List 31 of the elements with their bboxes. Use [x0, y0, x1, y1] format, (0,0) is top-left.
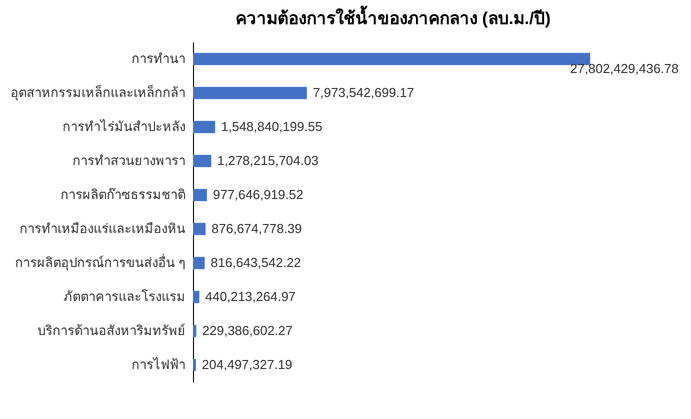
y-tick-label: อุตสาหกรรมเหล็กและเหล็กกล้า [10, 83, 186, 101]
data-label: 204,497,327.19 [202, 357, 292, 372]
bar [193, 290, 200, 304]
data-label: 876,674,778.39 [212, 221, 302, 236]
data-label: 977,646,919.52 [212, 187, 304, 202]
data-label: 1,548,840,199.55 [221, 119, 322, 134]
bar [193, 324, 196, 338]
bar [193, 358, 196, 372]
y-tick-label: การทำสวนยางพารา [72, 153, 186, 168]
y-tick-label: การทำเหมืองแร่และเหมืองหิน [20, 221, 186, 236]
bar [193, 188, 207, 202]
data-label: 440,213,264.97 [205, 289, 296, 304]
bar [193, 222, 206, 236]
y-tick-label: การทำนา [132, 51, 186, 66]
data-label: 816,643,542.22 [210, 255, 302, 270]
bar [193, 120, 216, 134]
data-label: 229,386,602.27 [202, 323, 293, 338]
bar [193, 154, 212, 168]
y-tick-label: การไฟฟ้า [132, 357, 186, 372]
y-tick-label: การผลิตอุปกรณ์การขนส่งอื่น ๆ [14, 254, 186, 271]
data-label: 1,278,215,704.03 [217, 153, 318, 168]
data-label: 27,802,429,436.78 [570, 61, 679, 76]
y-tick-label: การผลิตก๊าซธรรมชาติ [60, 187, 186, 202]
y-tick-label: ภัตตาคารและโรงแรม [64, 289, 186, 304]
bar [193, 256, 205, 270]
data-label: 7,973,542,699.17 [312, 85, 414, 100]
y-tick-label: บริการด้านอสังหาริมทรัพย์ [38, 323, 186, 338]
y-tick-label: การทำไร่มันสำปะหลัง [62, 119, 186, 134]
bar [193, 52, 590, 66]
bar [193, 86, 307, 100]
chart-title: ความต้องการใช้น้ำของภาคกลาง (ลบ.ม./ปี) [235, 5, 551, 28]
